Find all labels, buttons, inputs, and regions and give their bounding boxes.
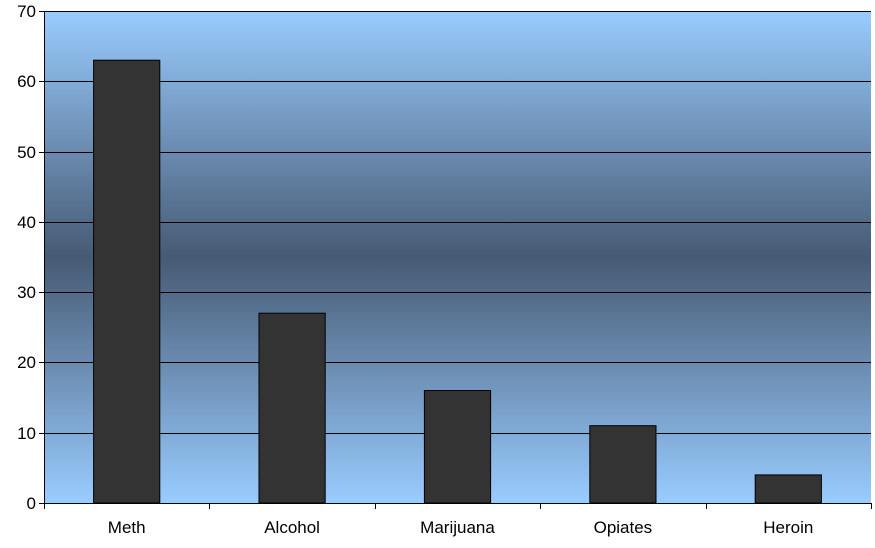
x-tick-label-alcohol: Alcohol bbox=[264, 518, 320, 537]
y-tick-label: 60 bbox=[17, 72, 36, 91]
y-tick-label: 10 bbox=[17, 424, 36, 443]
bar-opiates bbox=[589, 425, 657, 504]
x-tick-label-marijuana: Marijuana bbox=[420, 518, 495, 537]
x-tick-labels: Meth Alcohol Marijuana Opiates Heroin bbox=[108, 518, 814, 537]
x-tick-label-heroin: Heroin bbox=[763, 518, 813, 537]
gridlines bbox=[44, 11, 871, 434]
y-tick-label: 30 bbox=[17, 283, 36, 302]
y-tick-label: 0 bbox=[27, 494, 36, 513]
y-tick-label: 20 bbox=[17, 353, 36, 372]
y-tick-label: 70 bbox=[17, 2, 36, 21]
bar-meth bbox=[93, 59, 161, 504]
bar-heroin bbox=[754, 474, 822, 504]
bar-marijuana bbox=[423, 390, 492, 504]
x-tick-label-meth: Meth bbox=[108, 518, 146, 537]
bar-alcohol bbox=[258, 312, 326, 504]
axes bbox=[39, 11, 872, 509]
x-tick-label-opiates: Opiates bbox=[594, 518, 653, 537]
y-tick-label: 40 bbox=[17, 213, 36, 232]
y-tick-labels: 0 10 20 30 40 50 60 70 bbox=[17, 2, 36, 513]
y-tick-label: 50 bbox=[17, 143, 36, 162]
